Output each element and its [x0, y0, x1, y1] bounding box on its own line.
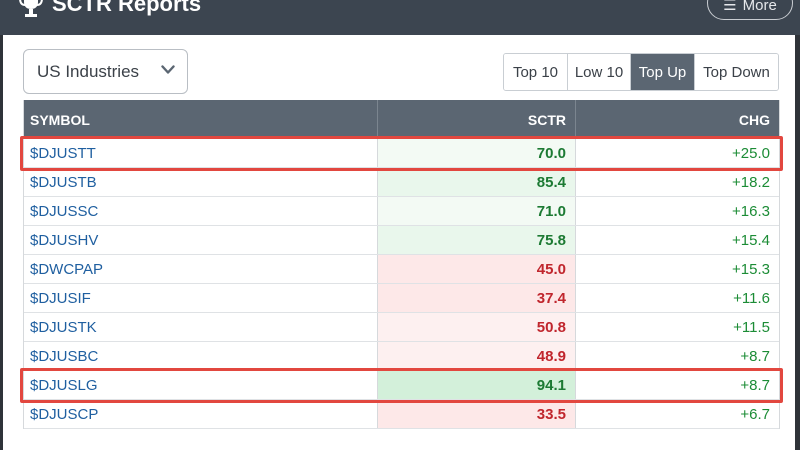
- symbol-link[interactable]: $DJUSSC: [30, 202, 99, 220]
- change-value: +18.2: [575, 168, 779, 196]
- change-value: +6.7: [575, 400, 779, 428]
- sctr-value: 50.8: [377, 313, 575, 341]
- table-row[interactable]: $DJUSLG 94.1 +8.7: [24, 371, 779, 400]
- table-row[interactable]: $DJUSTK 50.8 +11.5: [24, 313, 779, 342]
- trophy-icon: [19, 0, 43, 17]
- symbol-link[interactable]: $DJUSTT: [30, 144, 96, 162]
- symbol-link[interactable]: $DJUSHV: [30, 231, 99, 249]
- table-row[interactable]: $DJUSCP 33.5 +6.7: [24, 400, 779, 429]
- symbol-link[interactable]: $DJUSTK: [30, 318, 97, 336]
- sctr-value: 94.1: [377, 371, 575, 399]
- app-header: SCTR Reports ☰ More: [0, 0, 800, 35]
- sctr-value: 48.9: [377, 342, 575, 370]
- sctr-table: SYMBOL SCTR CHG $DJUSTT 70.0 +25.0 $DJUSTB 8…: [23, 100, 780, 429]
- change-value: +15.4: [575, 226, 779, 254]
- column-header-sctr[interactable]: SCTR: [377, 100, 575, 139]
- change-value: +11.5: [575, 313, 779, 341]
- filter-button-top-10[interactable]: Top 10: [504, 54, 568, 90]
- hamburger-icon: ☰: [723, 0, 737, 14]
- table-row[interactable]: $DJUSTB 85.4 +18.2: [24, 168, 779, 197]
- sctr-value: 71.0: [377, 197, 575, 225]
- column-header-chg[interactable]: CHG: [575, 100, 779, 139]
- page-title: SCTR Reports: [52, 0, 202, 16]
- change-value: +16.3: [575, 197, 779, 225]
- symbol-link[interactable]: $DJUSIF: [30, 289, 91, 307]
- more-menu-button[interactable]: ☰ More: [707, 0, 793, 20]
- table-row[interactable]: $DWCPAP 45.0 +15.3: [24, 255, 779, 284]
- sctr-value: 33.5: [377, 400, 575, 428]
- sctr-value: 45.0: [377, 255, 575, 283]
- filter-button-top-up[interactable]: Top Up: [631, 54, 695, 90]
- table-body: $DJUSTT 70.0 +25.0 $DJUSTB 85.4 +18.2 $DJUSSC 7…: [24, 139, 779, 429]
- symbol-link[interactable]: $DJUSLG: [30, 376, 98, 394]
- change-value: +8.7: [575, 371, 779, 399]
- group-select[interactable]: US Industries: [23, 49, 188, 94]
- more-label: More: [742, 0, 777, 14]
- ranking-filter-group: Top 10 Low 10 Top Up Top Down: [503, 53, 779, 91]
- change-value: +8.7: [575, 342, 779, 370]
- filter-button-top-down[interactable]: Top Down: [695, 54, 778, 90]
- filter-button-low-10[interactable]: Low 10: [568, 54, 631, 90]
- sctr-value: 37.4: [377, 284, 575, 312]
- sctr-value: 85.4: [377, 168, 575, 196]
- symbol-link[interactable]: $DJUSTB: [30, 173, 97, 191]
- table-row[interactable]: $DJUSHV 75.8 +15.4: [24, 226, 779, 255]
- sctr-value: 70.0: [377, 139, 575, 167]
- chevron-down-icon: [161, 65, 175, 74]
- column-header-symbol[interactable]: SYMBOL: [30, 111, 90, 128]
- group-select-value: US Industries: [37, 61, 140, 81]
- table-row[interactable]: $DJUSIF 37.4 +11.6: [24, 284, 779, 313]
- symbol-link[interactable]: $DWCPAP: [30, 260, 104, 278]
- sctr-value: 75.8: [377, 226, 575, 254]
- table-row[interactable]: $DJUSSC 71.0 +16.3: [24, 197, 779, 226]
- symbol-link[interactable]: $DJUSBC: [30, 347, 99, 365]
- table-header: SYMBOL SCTR CHG: [24, 100, 779, 139]
- change-value: +25.0: [575, 139, 779, 167]
- symbol-link[interactable]: $DJUSCP: [30, 405, 99, 423]
- change-value: +11.6: [575, 284, 779, 312]
- table-row[interactable]: $DJUSTT 70.0 +25.0: [24, 139, 779, 168]
- table-row[interactable]: $DJUSBC 48.9 +8.7: [24, 342, 779, 371]
- change-value: +15.3: [575, 255, 779, 283]
